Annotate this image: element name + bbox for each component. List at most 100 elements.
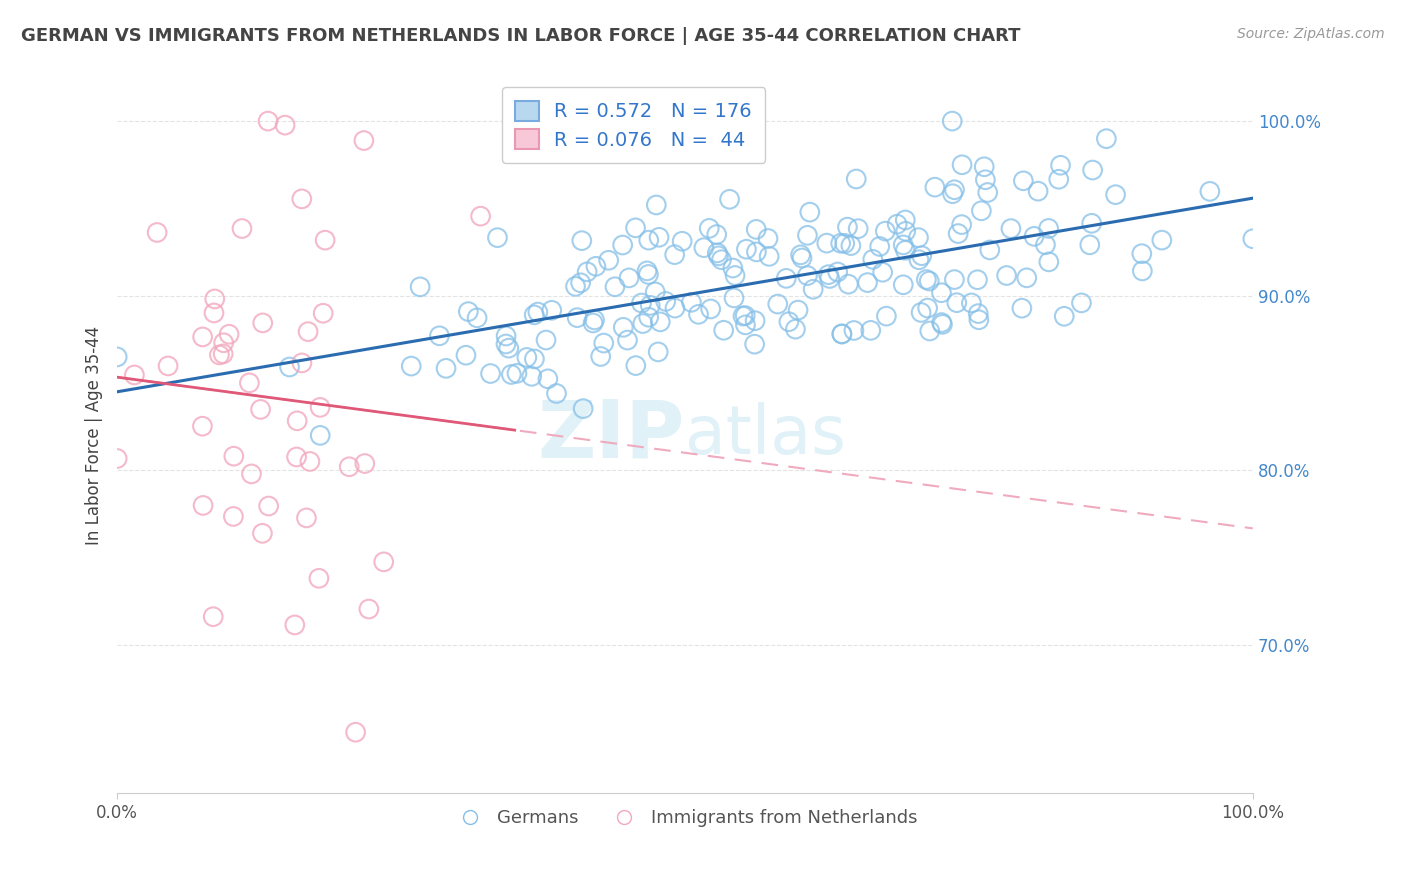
Point [950,218,973,232]
Point [907,230,929,244]
Point [1080,216,1102,230]
Point [240,467,263,481]
Point [734,309,756,323]
Point [516,351,538,365]
Point [710,252,733,267]
Point [105,350,128,364]
Point [918,274,941,288]
Point [845,172,868,186]
Point [799,205,821,219]
Point [191,419,214,434]
Point [571,234,593,248]
Point [309,401,332,415]
Point [537,372,560,386]
Point [523,308,546,322]
Text: GERMAN VS IMMIGRANTS FROM NETHERLANDS IN LABOR FORCE | AGE 35-44 CORRELATION CHA: GERMAN VS IMMIGRANTS FROM NETHERLANDS IN… [21,27,1021,45]
Point [1198,185,1220,199]
Point [1035,237,1057,252]
Point [950,158,973,172]
Point [745,244,768,259]
Point [624,359,647,373]
Point [495,337,517,351]
Point [960,296,983,310]
Point [337,459,360,474]
Point [846,221,869,235]
Point [945,295,967,310]
Point [202,306,225,320]
Point [654,294,676,309]
Point [735,242,758,256]
Point [222,509,245,524]
Point [1011,301,1033,315]
Point [756,231,779,245]
Point [527,305,550,319]
Point [212,335,235,350]
Point [257,114,280,128]
Point [409,280,432,294]
Point [295,511,318,525]
Point [353,134,375,148]
Point [1000,221,1022,235]
Point [583,313,606,327]
Point [681,295,703,310]
Point [291,192,314,206]
Point [1012,174,1035,188]
Point [157,359,180,373]
Point [257,499,280,513]
Point [1150,233,1173,247]
Point [837,220,859,235]
Point [589,350,612,364]
Point [915,272,938,286]
Point [974,173,997,187]
Point [693,241,716,255]
Point [910,305,932,319]
Point [817,268,839,282]
Point [202,609,225,624]
Point [572,401,595,416]
Point [862,252,884,267]
Point [1053,310,1076,324]
Point [744,314,766,328]
Point [252,316,274,330]
Point [603,279,626,293]
Point [585,260,607,274]
Point [534,333,557,347]
Point [775,271,797,285]
Point [344,725,367,739]
Point [1104,187,1126,202]
Point [1130,264,1153,278]
Point [908,252,931,267]
Point [546,386,568,401]
Point [520,369,543,384]
Point [766,297,789,311]
Point [842,323,865,337]
Point [357,602,380,616]
Point [1078,237,1101,252]
Point [946,227,969,241]
Point [204,292,226,306]
Point [744,337,766,351]
Point [664,301,686,315]
Point [839,238,862,252]
Point [973,160,995,174]
Point [917,301,939,315]
Point [943,272,966,286]
Point [941,114,963,128]
Point [191,499,214,513]
Point [1015,270,1038,285]
Point [285,450,308,464]
Point [212,347,235,361]
Point [831,326,853,341]
Point [894,213,917,227]
Point [399,359,422,373]
Point [284,618,307,632]
Point [1047,172,1070,186]
Point [723,291,745,305]
Point [582,316,605,330]
Point [734,318,756,332]
Point [569,276,592,290]
Point [291,356,314,370]
Point [796,268,818,283]
Point [631,317,654,331]
Point [894,244,917,258]
